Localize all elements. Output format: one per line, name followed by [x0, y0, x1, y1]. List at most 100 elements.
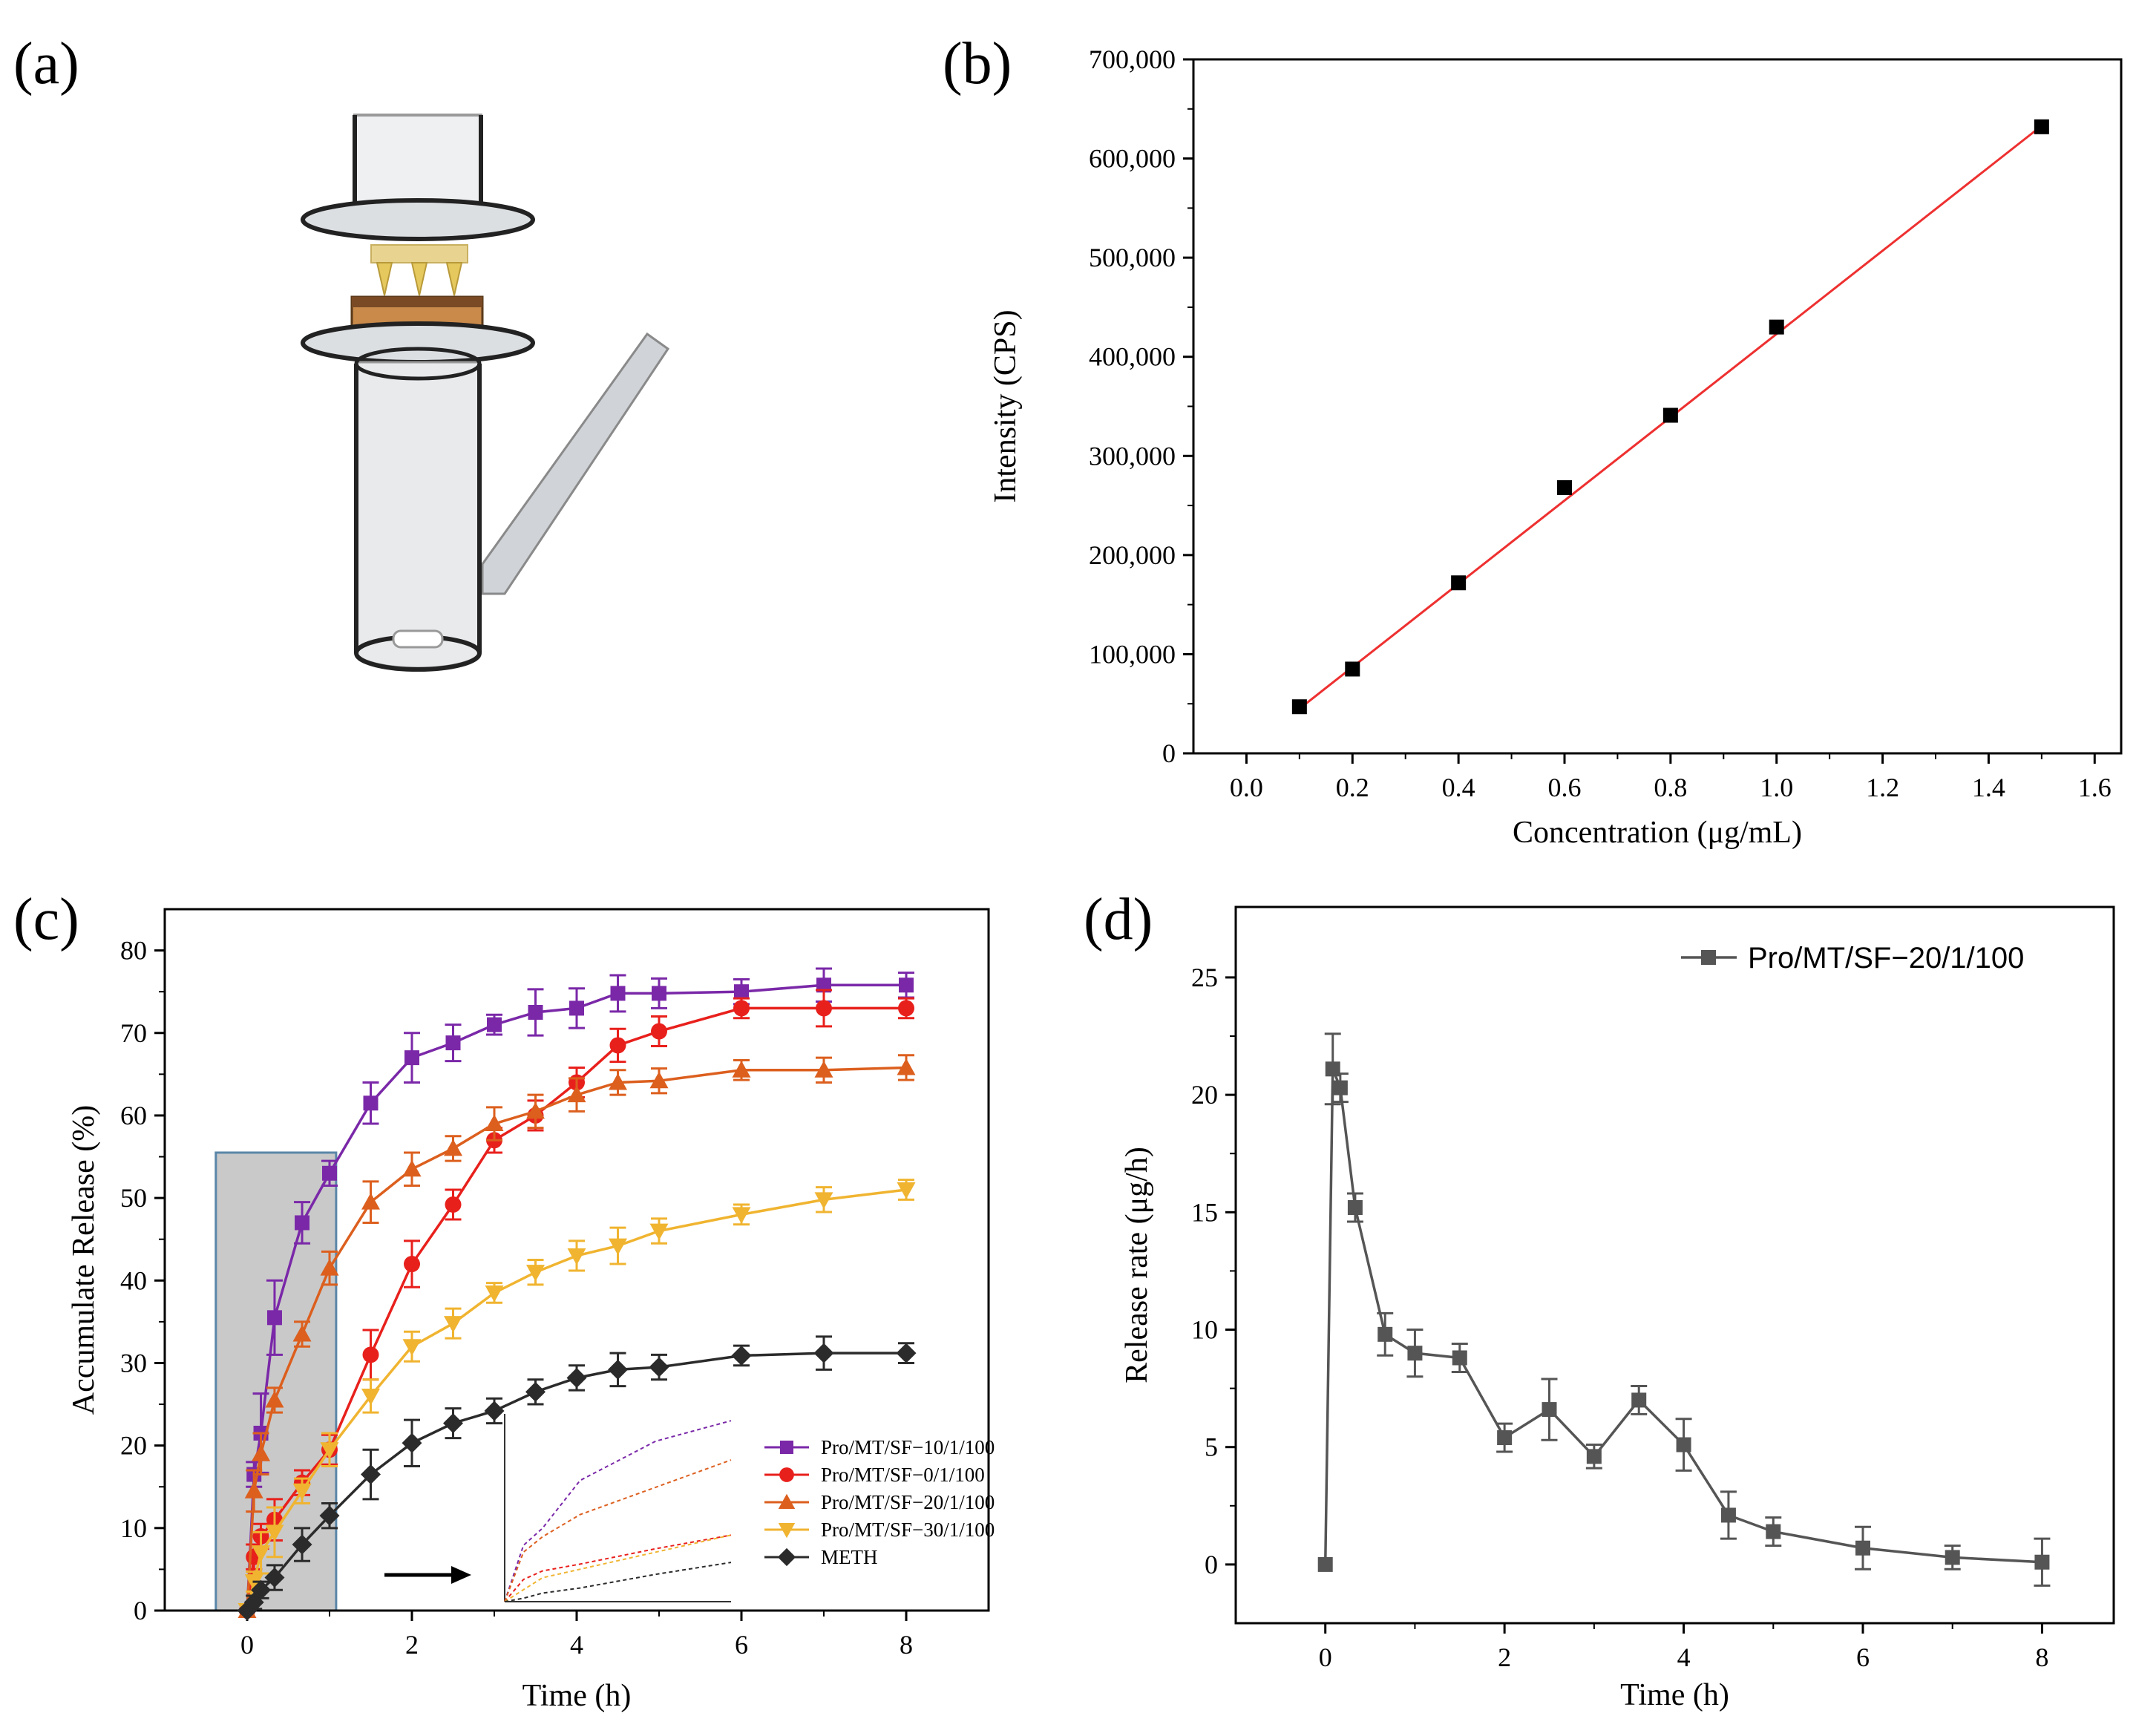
data-point	[252, 1545, 271, 1562]
y-tick-label: 0	[134, 1596, 147, 1625]
series-group	[237, 1054, 916, 1618]
y-tick-label: 60	[120, 1101, 147, 1130]
data-point	[649, 1357, 669, 1378]
x-tick-label: 0.6	[1548, 773, 1582, 802]
data-point	[525, 1381, 546, 1402]
data-point	[609, 1072, 627, 1090]
data-point	[1317, 1556, 1333, 1572]
data-point	[896, 1343, 917, 1363]
x-axis-label: Time (h)	[522, 1679, 632, 1713]
y-tick-label: 300,000	[1089, 441, 1176, 471]
data-point	[1325, 1061, 1340, 1077]
y-tick-label: 50	[120, 1183, 147, 1213]
data-point	[485, 1114, 504, 1132]
y-tick-label: 10	[120, 1513, 147, 1543]
data-point	[2034, 1554, 2050, 1570]
x-tick-label: 2	[405, 1630, 419, 1660]
data-point	[526, 1101, 545, 1119]
data-point	[1631, 1392, 1647, 1408]
data-point	[244, 1481, 263, 1498]
y-tick-label: 20	[1191, 1080, 1218, 1110]
x-tick-label: 1.0	[1760, 773, 1793, 802]
calibration-point	[1451, 575, 1467, 591]
y-tick-label: 25	[1191, 963, 1218, 992]
data-point	[1945, 1550, 1960, 1565]
data-point	[265, 1391, 284, 1408]
data-point	[816, 1000, 832, 1017]
data-point	[649, 1071, 669, 1089]
data-point	[292, 1534, 312, 1555]
x-tick-label: 0.8	[1654, 773, 1687, 802]
series-group	[240, 967, 914, 1618]
y-tick-label: 600,000	[1089, 144, 1176, 174]
y-tick-label: 0	[1205, 1550, 1218, 1579]
x-tick-label: 0.0	[1230, 773, 1263, 802]
data-point	[445, 1035, 461, 1051]
data-point	[1497, 1430, 1513, 1446]
y-tick-label: 10	[1191, 1315, 1218, 1345]
data-point	[566, 1367, 587, 1388]
data-point	[265, 1524, 284, 1542]
data-point	[609, 1037, 626, 1054]
data-point	[487, 1017, 502, 1032]
calibration-point	[1557, 480, 1572, 496]
data-point	[320, 1259, 339, 1276]
data-point	[898, 1000, 914, 1017]
legend-label: Pro/MT/SF−30/1/100	[821, 1519, 995, 1541]
legend-marker	[780, 1441, 793, 1454]
x-tick-label: 2	[1498, 1642, 1511, 1672]
release-rate-chart: 0 2 4 6 8 0 5 10 15 20 25 Time (h) Release rate (μg/…	[1120, 905, 2115, 1712]
x-tick-label: 8	[900, 1630, 913, 1660]
donor-flange	[301, 198, 535, 241]
inset-series-line	[504, 1420, 732, 1602]
legend-label: METH	[821, 1546, 878, 1568]
x-tick-label: 1.4	[1972, 773, 2005, 802]
data-point	[362, 1346, 379, 1363]
legend-marker	[778, 1493, 796, 1509]
data-point	[292, 1325, 312, 1342]
legend-label: Pro/MT/SF−10/1/100	[821, 1436, 995, 1458]
x-tick-label: 0.4	[1442, 773, 1475, 802]
data-point	[732, 1207, 751, 1224]
series-group	[237, 1179, 916, 1620]
y-tick-label: 70	[120, 1018, 147, 1048]
data-point	[322, 1165, 337, 1181]
data-point	[610, 986, 626, 1001]
data-point	[402, 1339, 422, 1356]
x-tick-label: 4	[1677, 1642, 1691, 1672]
legend-label: Pro/MT/SF−20/1/100	[821, 1491, 995, 1513]
legend-label: Pro/MT/SF−0/1/100	[821, 1464, 985, 1486]
y-tick-label: 100,000	[1089, 639, 1176, 669]
x-tick-label: 0	[1319, 1642, 1332, 1672]
data-point	[816, 977, 831, 993]
data-point	[731, 1345, 752, 1366]
data-point	[252, 1444, 271, 1461]
data-point	[897, 1058, 916, 1075]
data-point	[484, 1401, 505, 1421]
data-point	[1332, 1080, 1348, 1095]
series-line	[1323, 1068, 2042, 1565]
x-tick-label: 0.2	[1336, 773, 1369, 802]
data-point	[361, 1193, 380, 1210]
legend-marker	[778, 1523, 796, 1539]
series-line	[246, 1352, 906, 1612]
inset-series-line	[504, 1459, 732, 1602]
legend-marker	[1701, 950, 1716, 965]
data-point	[1452, 1350, 1467, 1366]
y-tick-label: 30	[120, 1348, 147, 1378]
data-point	[1586, 1449, 1602, 1464]
data-point	[485, 1285, 504, 1303]
data-point	[444, 1316, 462, 1333]
data-point	[567, 1248, 586, 1265]
x-tick-label: 6	[735, 1630, 748, 1660]
data-point	[361, 1464, 381, 1485]
data-point	[733, 1000, 750, 1017]
y-tick-label: 5	[1205, 1432, 1218, 1462]
data-point	[732, 1061, 751, 1078]
data-point	[1855, 1540, 1870, 1556]
data-point	[899, 977, 914, 993]
legend-label: Pro/MT/SF−20/1/100	[1748, 942, 2024, 975]
microneedle-array	[370, 244, 468, 296]
data-point	[404, 1256, 420, 1273]
